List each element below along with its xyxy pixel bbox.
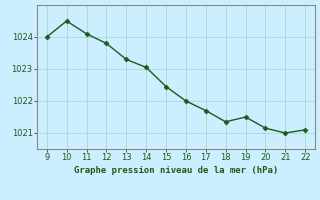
X-axis label: Graphe pression niveau de la mer (hPa): Graphe pression niveau de la mer (hPa) [74,166,278,175]
